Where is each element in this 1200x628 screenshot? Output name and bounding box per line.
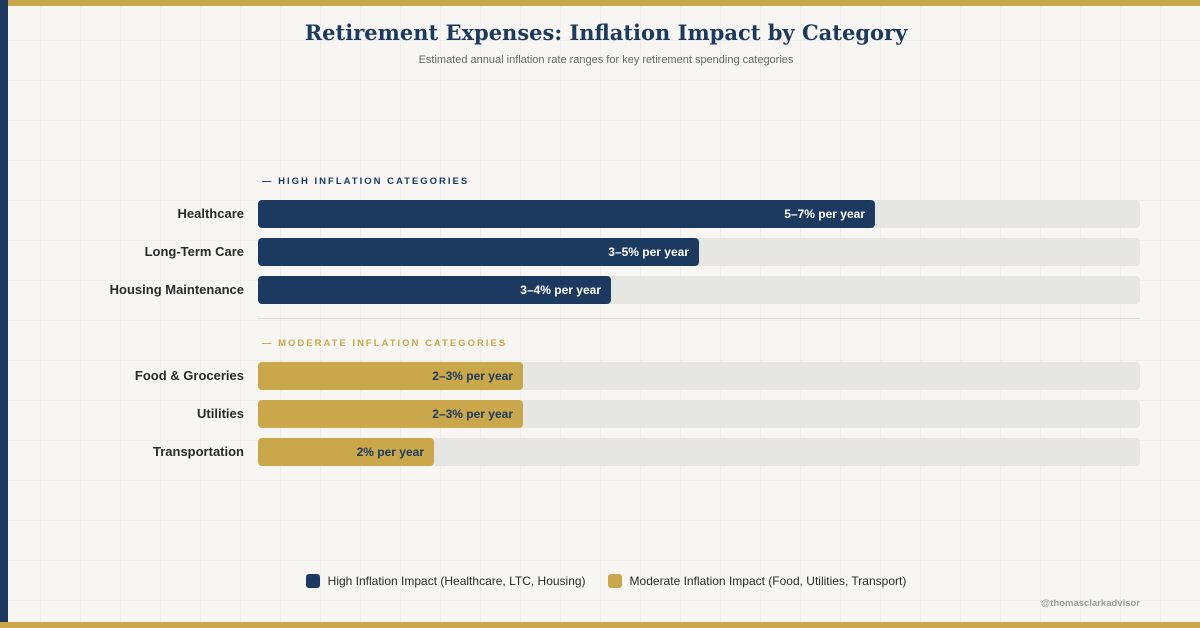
legend-swatch-high	[305, 574, 320, 588]
category-label: Housing Maintenance	[109, 282, 244, 297]
bar-track: 2–3% per year	[258, 362, 1140, 390]
legend-swatch-moderate	[607, 574, 622, 588]
section-divider	[258, 318, 1140, 319]
bar-value-label: 2–3% per year	[432, 369, 513, 383]
bar-track: 2% per year	[258, 438, 1140, 466]
legend-label-moderate: Moderate Inflation Impact (Food, Utiliti…	[629, 574, 907, 588]
legend: High Inflation Impact (Healthcare, LTC, …	[0, 574, 1200, 588]
top-accent-bar	[0, 0, 1200, 6]
legend-label-high: High Inflation Impact (Healthcare, LTC, …	[327, 574, 586, 588]
bar-row: Healthcare 5–7% per year	[0, 200, 1140, 228]
bar-high: 5–7% per year	[258, 200, 875, 228]
category-label: Healthcare	[177, 206, 244, 221]
bar-value-label: 3–4% per year	[520, 283, 601, 297]
chart-title: Retirement Expenses: Inflation Impact by…	[304, 20, 908, 45]
bar-row: Food & Groceries 2–3% per year	[0, 362, 1140, 390]
watermark: @thomasclarkadvisor	[1040, 598, 1140, 609]
bar-moderate: 2% per year	[258, 438, 434, 466]
bar-value-label: 5–7% per year	[784, 207, 865, 221]
bar-row: Utilities 2–3% per year	[0, 400, 1140, 428]
bar-moderate: 2–3% per year	[258, 362, 523, 390]
legend-item-moderate: Moderate Inflation Impact (Food, Utiliti…	[607, 574, 907, 588]
category-label: Transportation	[152, 444, 244, 459]
legend-item-high: High Inflation Impact (Healthcare, LTC, …	[305, 574, 586, 588]
bar-track: 3–5% per year	[258, 238, 1140, 266]
bar-row: Transportation 2% per year	[0, 438, 1140, 466]
bar-value-label: 3–5% per year	[608, 245, 689, 259]
bottom-accent-bar	[0, 622, 1200, 628]
bar-row: Housing Maintenance 3–4% per year	[0, 276, 1140, 304]
bar-moderate: 2–3% per year	[258, 400, 523, 428]
bar-high: 3–4% per year	[258, 276, 611, 304]
section-label-high: — HIGH INFLATION CATEGORIES	[262, 176, 470, 187]
chart-subtitle: Estimated annual inflation rate ranges f…	[418, 54, 794, 66]
bar-value-label: 2–3% per year	[432, 407, 513, 421]
category-label: Food & Groceries	[134, 368, 244, 383]
left-accent-bar	[0, 0, 8, 628]
bar-high: 3–5% per year	[258, 238, 699, 266]
category-label: Utilities	[197, 406, 244, 421]
bar-value-label: 2% per year	[356, 445, 424, 459]
bar-track: 2–3% per year	[258, 400, 1140, 428]
bar-track: 5–7% per year	[258, 200, 1140, 228]
category-label: Long-Term Care	[144, 244, 244, 259]
bar-row: Long-Term Care 3–5% per year	[0, 238, 1140, 266]
section-label-moderate: — MODERATE INFLATION CATEGORIES	[262, 338, 508, 349]
bar-track: 3–4% per year	[258, 276, 1140, 304]
